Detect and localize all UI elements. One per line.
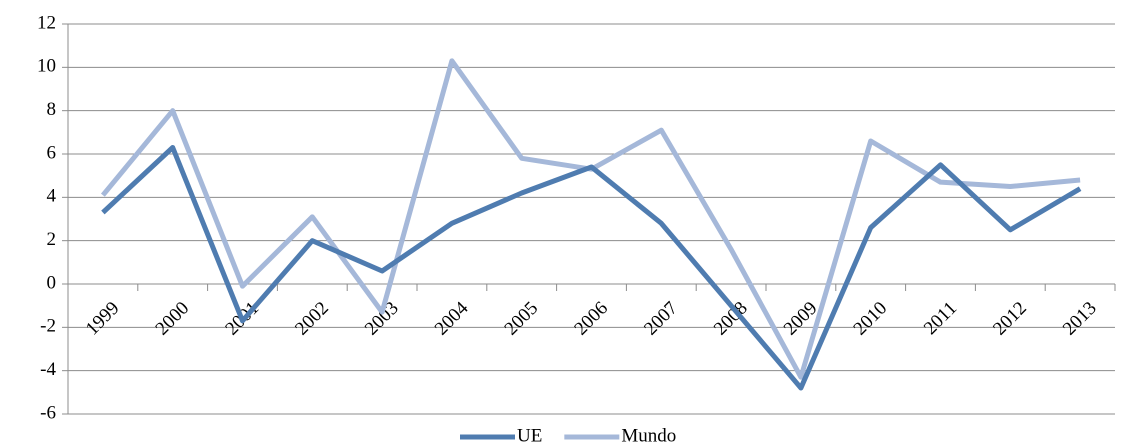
series-line (101, 145, 1082, 391)
y-tick-label: 2 (47, 229, 57, 250)
y-tick-label: -4 (40, 359, 56, 380)
y-tick-label: -6 (40, 402, 56, 423)
x-tick-label: 2012 (989, 298, 1031, 340)
x-tick-label: 2000 (152, 298, 194, 340)
y-tick-label: 6 (47, 142, 57, 163)
x-tick-label: 2006 (570, 298, 612, 340)
y-tick-label: 8 (47, 99, 57, 120)
x-tick-label: 2010 (850, 298, 892, 340)
x-tick-label: 2013 (1059, 298, 1101, 340)
legend-label: UE (517, 425, 542, 446)
y-tick-label: -2 (40, 316, 56, 337)
y-tick-label: 0 (47, 272, 57, 293)
y-tick-label: 12 (37, 12, 56, 33)
y-tick-label: 4 (47, 186, 57, 207)
x-tick-label: 2011 (920, 298, 961, 339)
legend-label: Mundo (621, 425, 676, 446)
x-tick-label: 1999 (82, 298, 124, 340)
x-tick-label: 2002 (291, 298, 333, 340)
x-tick-label: 2005 (501, 298, 543, 340)
y-tick-label: 10 (37, 56, 56, 77)
x-tick-label: 2004 (431, 297, 473, 339)
x-tick-label: 2007 (640, 298, 682, 340)
